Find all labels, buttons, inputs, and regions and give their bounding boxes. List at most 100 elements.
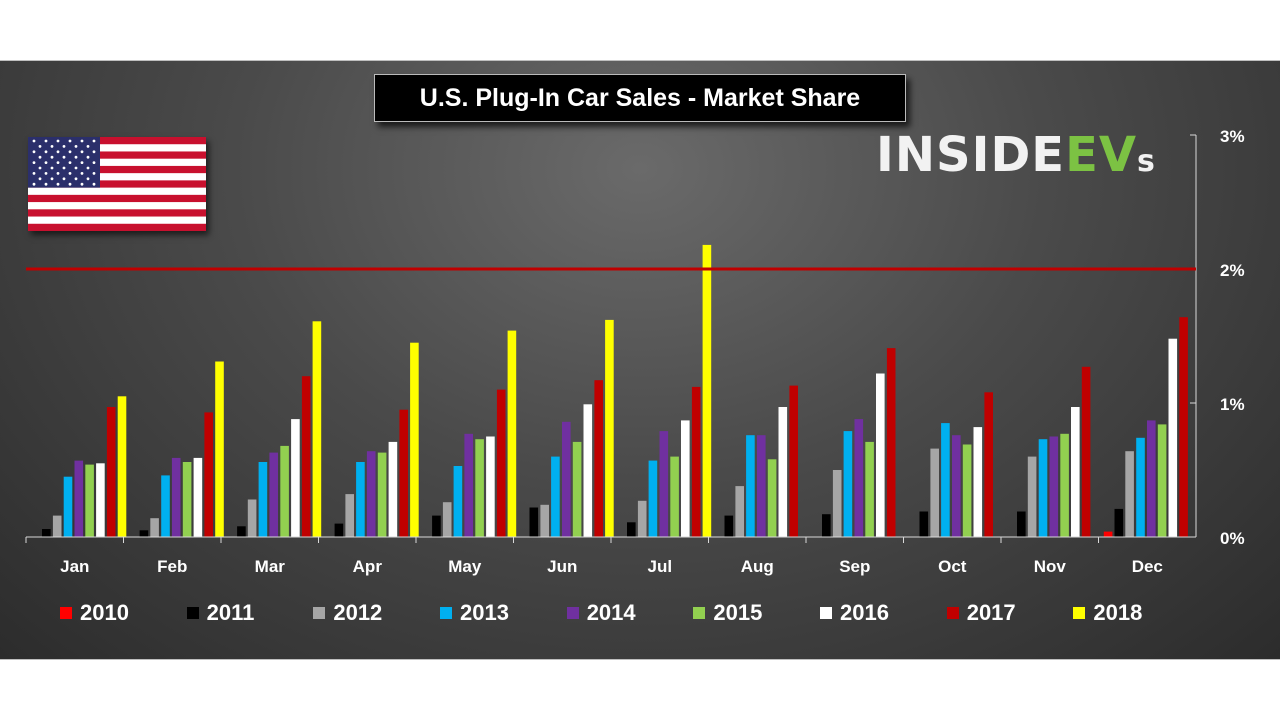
x-tick-label: Jul [648,557,673,576]
chart-frame: 0% 1% 2% 3% Jan Feb Mar Apr May Jun Jul Aug Sep Oct No… [0,60,1280,660]
bar-2011-mar [237,526,246,537]
bar-2012-mar [247,499,257,537]
insideevs-logo: INSIDEEVs [876,127,1156,183]
x-tick-label: Apr [353,557,383,576]
bar-2012-apr [345,494,354,537]
bar-2015-oct [962,444,972,537]
bar-2017-feb [204,412,213,537]
legend-label: 2011 [206,600,255,625]
x-tick-label: Jun [547,557,577,576]
us-flag-icon [28,137,206,231]
bar-2015-aug [767,459,777,537]
bar-2014-oct [952,435,961,537]
bar-2017-aug [789,385,798,537]
bar-2015-mar [280,445,289,537]
bar-2017-nov [1081,366,1091,537]
bar-2014-may [464,433,473,537]
x-tick-label: Sep [839,557,870,576]
legend-label: 2013 [460,600,509,625]
bar-2014-nov [1049,436,1059,537]
legend-item-2017: 2017 [946,598,1074,628]
bar-2014-jul [659,431,669,537]
x-tick-label: Feb [157,557,187,576]
legend-label: 2017 [966,600,1016,625]
bar-2011-jan [42,529,51,537]
bar-2015-sep [865,441,874,537]
bar-2013-oct [941,423,950,537]
bar-2016-aug [778,407,788,537]
bar-2012-dec [1125,451,1134,537]
x-tick-label: Aug [741,557,774,576]
legend-label: 2012 [333,600,383,625]
bar-2015-jul [670,456,679,537]
bar-2012-feb [150,518,159,537]
bar-2018-feb [215,361,224,537]
bar-2010-dec [1103,531,1113,537]
bar-2012-may [442,502,452,537]
bar-2012-jul [637,500,647,537]
y-tick-label: 1% [1220,395,1245,414]
bar-2015-jun [572,441,582,537]
bar-2014-dec [1147,420,1156,537]
bar-2016-nov [1071,407,1080,537]
x-tick-label: May [448,557,482,576]
bar-2016-oct [973,427,983,537]
legend-label: 2015 [713,600,763,625]
bar-2011-aug [724,515,734,537]
bar-2017-oct [984,392,993,537]
bar-2011-may [432,515,441,537]
legend-item-2015: 2015 [693,598,820,628]
x-tick-label: Mar [255,557,286,576]
chart-legend: 2010 2011 2012 2013 2014 2015 2016 2017 2018 [60,598,1200,628]
bar-2017-mar [301,376,311,537]
legend-item-2010: 2010 [60,598,187,628]
bar-2017-sep [886,348,896,537]
bar-2014-mar [269,452,278,537]
bar-2013-jan [63,476,73,537]
legend-swatch [693,607,706,619]
bar-2014-jan [74,460,84,537]
bar-2011-jul [627,522,636,537]
bar-2017-may [496,389,506,537]
bar-2017-jan [106,407,116,537]
bar-2013-jul [648,460,658,537]
x-tick-label: Oct [938,557,967,576]
bar-2017-dec [1179,317,1188,537]
bar-2016-jul [681,420,690,537]
legend-swatch [186,607,199,619]
bar-2015-dec [1157,424,1167,537]
bar-2013-dec [1136,437,1145,537]
x-tick-label: Jan [60,557,89,576]
legend-item-2018: 2018 [1073,598,1200,628]
legend-swatch [820,607,833,619]
legend-item-2011: 2011 [186,598,314,628]
bar-2011-feb [139,530,149,537]
bar-2011-nov [1017,511,1026,537]
bar-2012-oct [930,448,939,537]
bar-2017-apr [399,409,408,537]
bar-2015-apr [377,452,387,537]
legend-swatch [60,607,72,619]
y-tick-label: 0% [1220,529,1245,548]
bar-2013-mar [258,462,268,537]
bar-2012-nov [1027,456,1037,537]
legend-label: 2018 [1093,600,1143,625]
legend-swatch [440,607,453,619]
y-tick-label: 2% [1220,261,1245,280]
legend-item-2013: 2013 [440,598,567,628]
bar-2014-aug [757,435,766,537]
bar-2018-jan [117,396,127,537]
legend-swatch [313,607,326,619]
legend-item-2016: 2016 [820,598,947,628]
bar-2016-jan [96,463,105,537]
bar-2013-feb [161,475,170,537]
x-tick-label: Dec [1132,557,1163,576]
legend-label: 2014 [586,600,636,625]
legend-swatch [946,607,959,619]
bar-2016-may [486,436,495,537]
bar-2014-feb [171,457,181,537]
bar-2018-mar [312,321,322,537]
legend-item-2012: 2012 [313,598,440,628]
bar-2013-may [453,466,463,537]
bar-2016-feb [193,457,203,537]
